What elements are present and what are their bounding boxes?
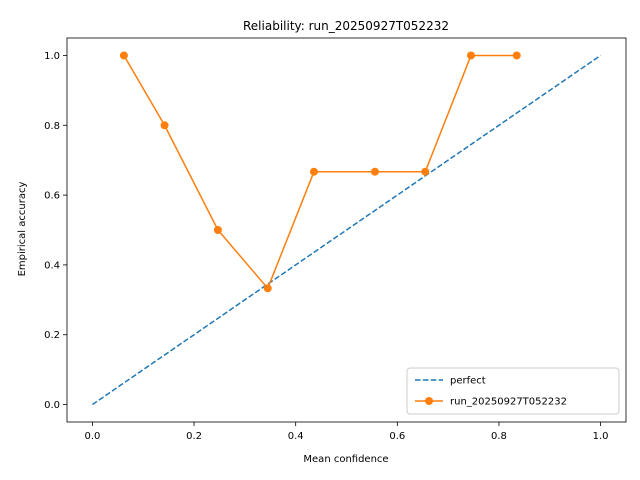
legend-box — [406, 367, 620, 415]
x-tick-label: 0.0 — [84, 431, 100, 442]
series-line-perfect — [91, 54, 602, 406]
x-axis-label: Mean confidence — [303, 454, 388, 465]
x-tick-label: 1.0 — [593, 431, 609, 442]
legend-entry-label: perfect — [450, 376, 486, 387]
legend-entry-label: run_20250927T052232 — [450, 397, 567, 408]
axes-frame — [66, 37, 627, 423]
chart-title: Reliability: run_20250927T052232 — [243, 19, 449, 33]
y-tick-label: 1.0 — [44, 51, 60, 62]
x-tick-label: 0.8 — [491, 431, 507, 442]
x-tick-label: 0.2 — [186, 431, 202, 442]
data-point — [309, 167, 318, 176]
y-tick-label: 0.6 — [44, 191, 60, 202]
x-tick-label: 0.4 — [288, 431, 304, 442]
y-tick-label: 0.2 — [44, 330, 60, 341]
y-tick-label: 0.4 — [44, 260, 60, 271]
legend: perfect run_20250927T052232 — [406, 367, 620, 415]
y-tick-label: 0.0 — [44, 400, 60, 411]
y-tick-label: 0.8 — [44, 121, 60, 132]
y-axis-label: Empirical accuracy — [17, 182, 28, 277]
data-point — [119, 51, 128, 60]
data-point — [467, 51, 476, 60]
data-point — [160, 121, 169, 130]
legend-marker — [425, 397, 433, 405]
data-point — [213, 226, 222, 234]
data-point — [421, 167, 430, 176]
data-point — [512, 51, 521, 60]
x-tick-label: 0.6 — [389, 431, 405, 442]
data-point — [370, 167, 379, 176]
data-point — [263, 284, 272, 293]
plot-area: 0.0 0.2 0.4 0.6 0.8 1.0 0.0 0.2 0.4 0.6 0.8 1.0 — [44, 37, 627, 442]
